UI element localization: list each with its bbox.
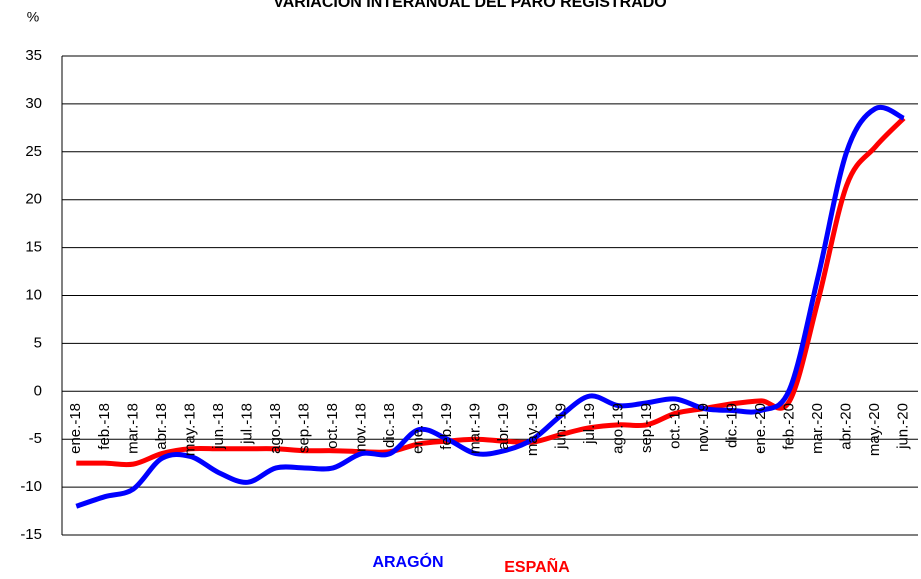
x-tick-label: ene.-18 <box>67 403 84 454</box>
y-tick-label: 35 <box>25 47 42 64</box>
x-tick-label: dic.-18 <box>381 403 398 448</box>
x-tick-label: sep.-18 <box>296 403 313 453</box>
x-tick-label: sep.-19 <box>638 403 655 453</box>
y-tick-label: 15 <box>25 239 42 256</box>
x-tick-label: nov.-19 <box>695 403 712 452</box>
x-tick-label: ago.-18 <box>267 403 284 454</box>
x-tick-label: abr.-19 <box>495 403 512 450</box>
x-tick-label: may.-19 <box>524 403 541 456</box>
legend-label: ARAGÓN <box>372 552 443 571</box>
x-tick-label: feb.-19 <box>438 403 455 450</box>
y-tick-label: -10 <box>20 478 42 495</box>
x-tick-label: may.-18 <box>181 403 198 456</box>
x-tick-label: abr.-20 <box>838 403 855 450</box>
y-tick-label: 0 <box>34 382 42 399</box>
x-tick-label: mar.-18 <box>124 403 141 454</box>
y-tick-label: -15 <box>20 526 42 543</box>
x-tick-label: nov.-18 <box>353 403 370 452</box>
x-tick-label: jun.-20 <box>895 403 912 450</box>
line-series <box>76 116 906 468</box>
y-tick-label: 30 <box>25 95 42 112</box>
x-tick-label: jul.-18 <box>238 403 255 445</box>
x-tick-label: feb.-20 <box>781 403 798 450</box>
x-tick-label: ene.-19 <box>410 403 427 454</box>
y-tick-label: 20 <box>25 191 42 208</box>
legend-label: ESPAÑA <box>504 556 570 576</box>
x-tick-label: oct.-18 <box>324 403 341 449</box>
line-series <box>75 104 905 509</box>
x-tick-label: feb.-18 <box>96 403 113 450</box>
y-tick-label: 5 <box>34 334 42 351</box>
x-tick-label: mar.-20 <box>809 403 826 454</box>
y-tick-label: -5 <box>29 430 42 447</box>
x-tick-label: jun.-19 <box>552 403 569 450</box>
chart-title: VARIACIÓN INTERANUAL DEL PARO REGISTRADO <box>273 0 667 11</box>
x-tick-label: abr.-18 <box>153 403 170 450</box>
x-tick-label: jul.-19 <box>581 403 598 445</box>
x-tick-label: may.-20 <box>866 403 883 456</box>
x-tick-label: dic.-19 <box>724 403 741 448</box>
y-tick-label: 25 <box>25 143 42 160</box>
x-tick-label: mar.-19 <box>467 403 484 454</box>
y-axis-label: % <box>27 9 39 25</box>
y-tick-label: 10 <box>25 286 42 303</box>
x-tick-label: ene.-20 <box>752 403 769 454</box>
x-tick-label: oct.-19 <box>666 403 683 449</box>
x-tick-label: ago.-19 <box>609 403 626 454</box>
x-tick-label: jun.-18 <box>210 403 227 450</box>
